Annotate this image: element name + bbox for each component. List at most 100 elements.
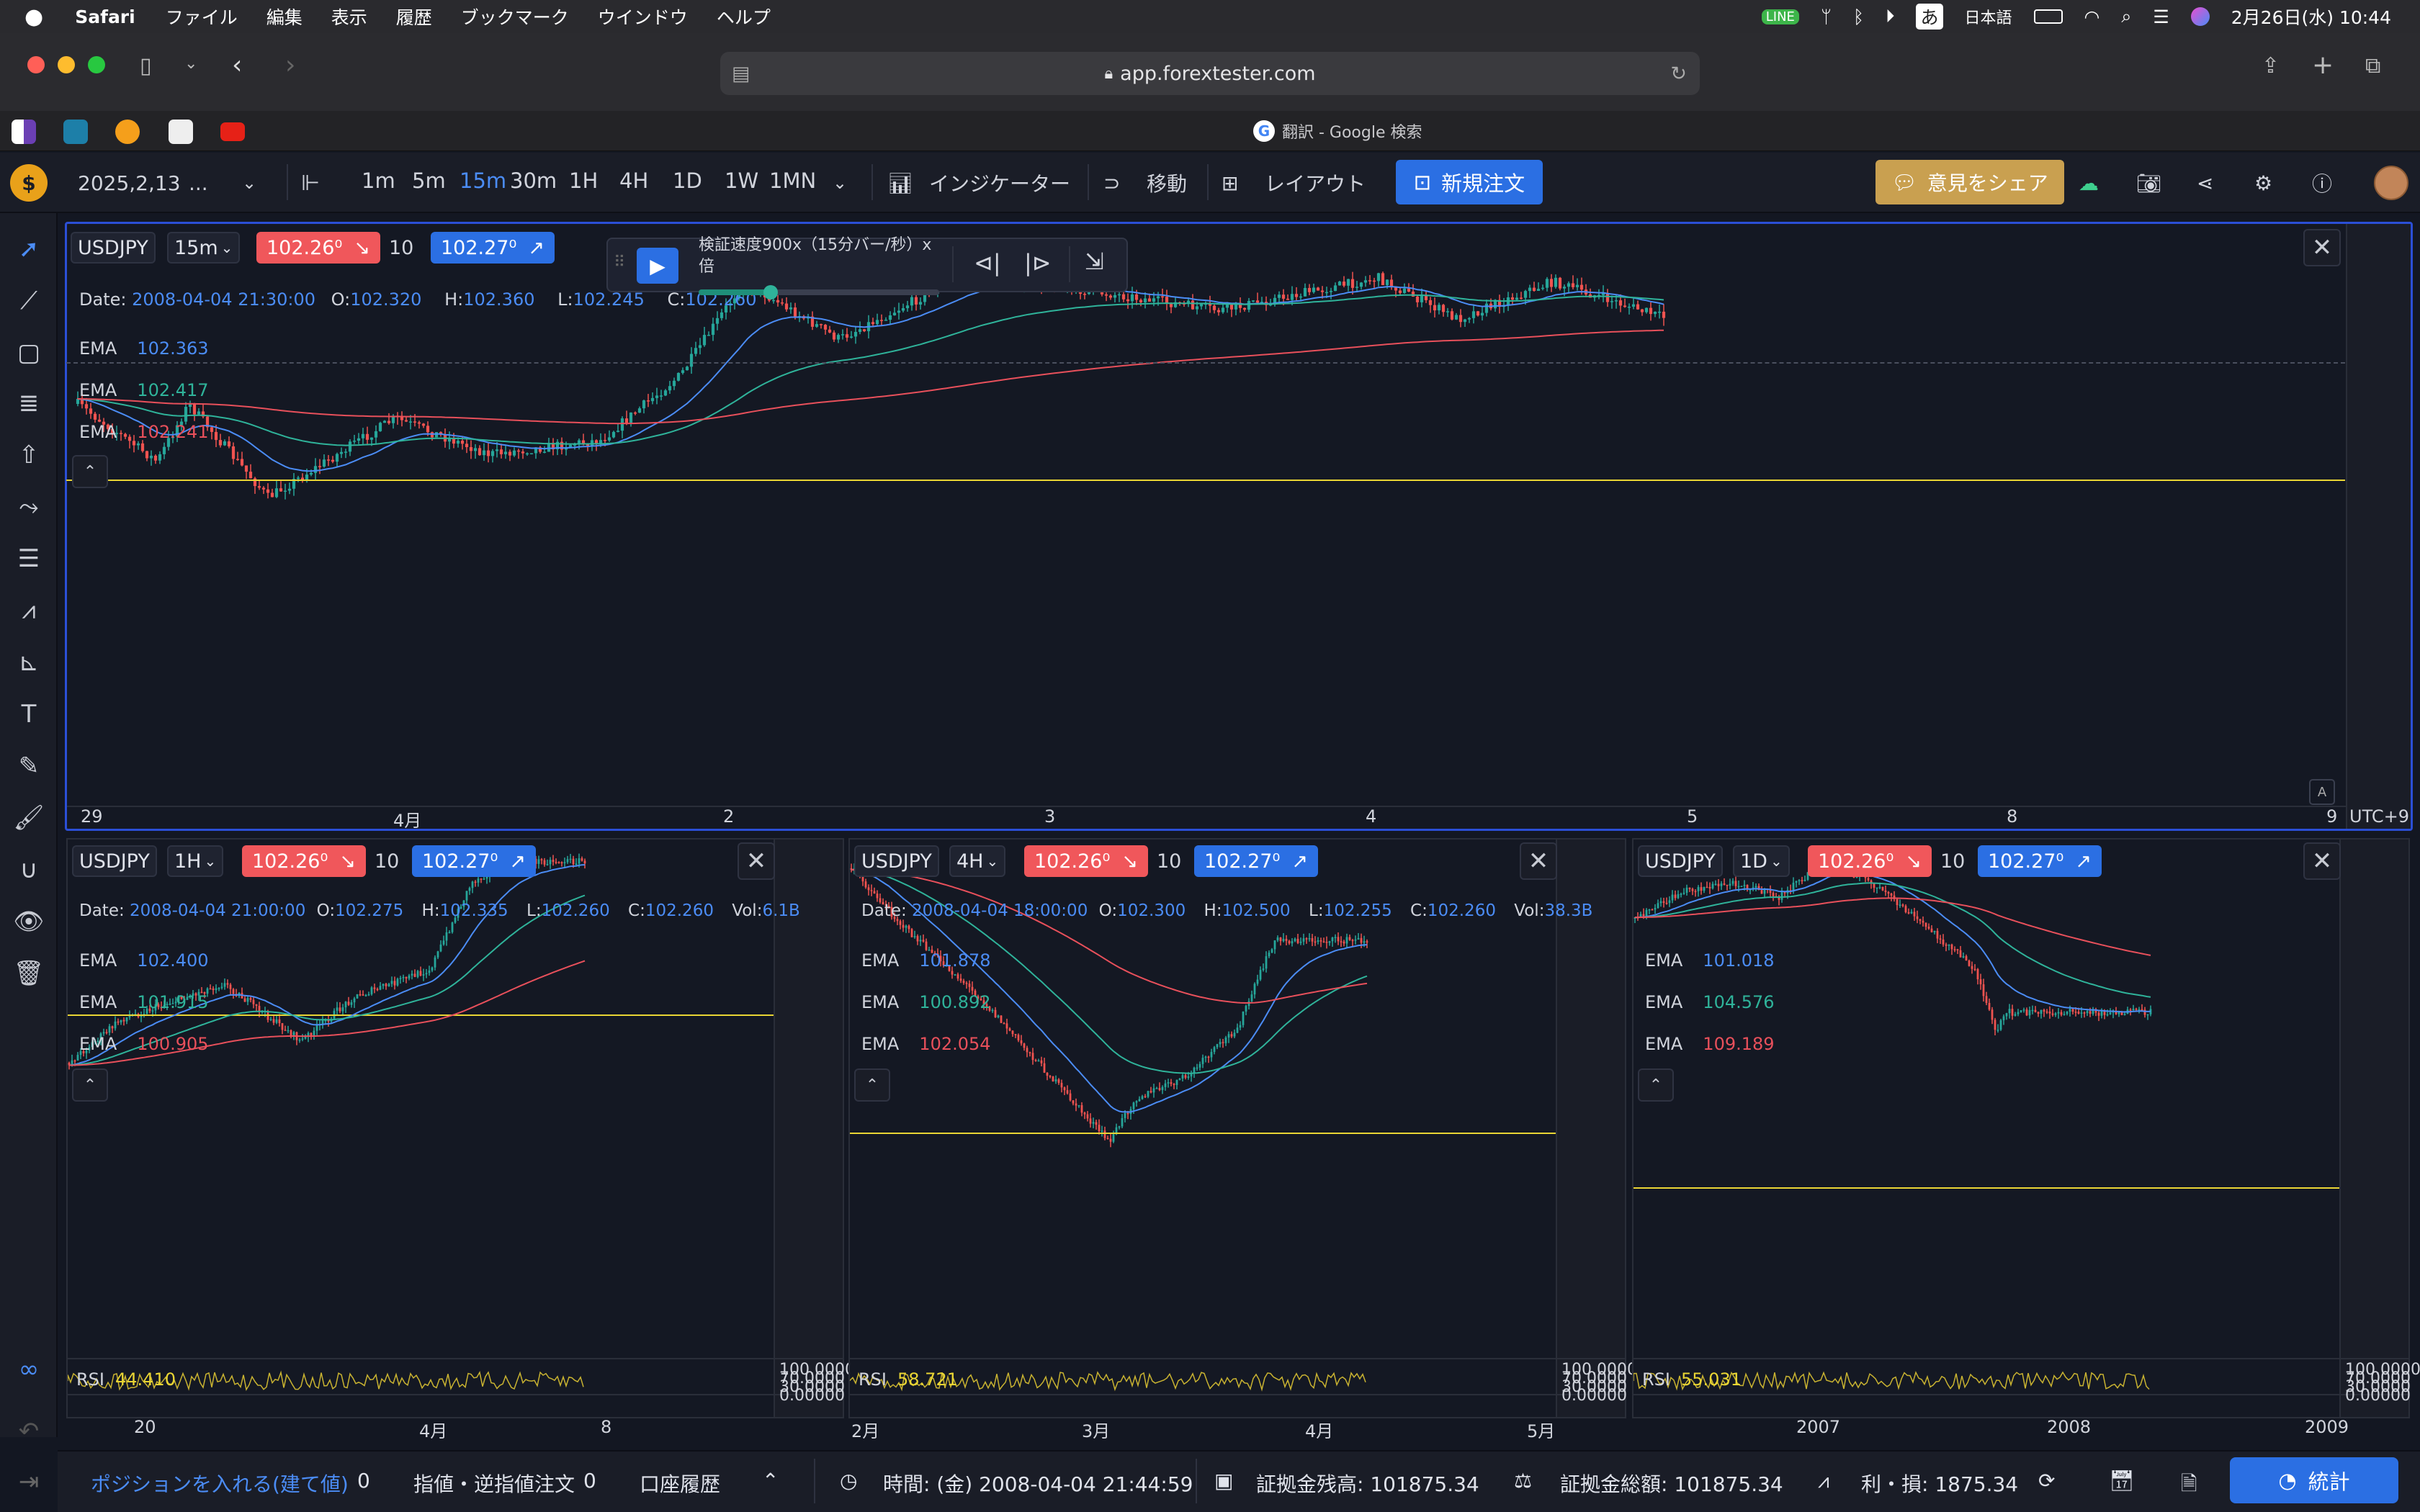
speed-slider[interactable] bbox=[699, 285, 939, 300]
link-icon[interactable]: ∞ bbox=[18, 1355, 40, 1384]
lot-quantity[interactable]: 10 bbox=[379, 232, 424, 264]
time-axis[interactable] bbox=[1634, 1394, 2408, 1417]
ema-legend-3[interactable]: EMA 102.054 bbox=[861, 1034, 991, 1054]
date-more[interactable]: ... bbox=[189, 171, 208, 195]
ema-legend-1[interactable]: EMA 101.878 bbox=[861, 950, 991, 971]
back-icon[interactable]: ‹ bbox=[232, 50, 243, 80]
new-tab-icon[interactable]: + bbox=[2312, 50, 2334, 80]
menu-app-name[interactable]: Safari bbox=[75, 6, 135, 27]
price-plot-4h[interactable] bbox=[850, 840, 1556, 1344]
forward-icon[interactable]: › bbox=[285, 50, 296, 80]
tab-favicon-4[interactable] bbox=[169, 120, 193, 144]
lot-quantity[interactable]: 10 bbox=[1147, 845, 1191, 877]
collapse-legend-button[interactable]: ⌃ bbox=[854, 1068, 890, 1102]
ema-legend-1[interactable]: EMA 102.363 bbox=[79, 338, 209, 359]
measure-icon[interactable]: ⊾ bbox=[18, 648, 40, 677]
positions-tab[interactable]: ポジションを入れる(建て値) bbox=[91, 1472, 349, 1496]
ema-legend-2[interactable]: EMA 101.915 bbox=[79, 992, 209, 1012]
buy-button[interactable]: 102.27⁰ ↗ bbox=[1194, 845, 1318, 877]
lot-quantity[interactable]: 10 bbox=[364, 845, 409, 877]
collapse-legend-button[interactable]: ⌃ bbox=[72, 1068, 108, 1102]
horizontal-level-line[interactable] bbox=[66, 480, 2345, 481]
chart-panel-1d[interactable] bbox=[1632, 838, 2410, 1418]
menu-file[interactable]: ファイル bbox=[165, 7, 238, 28]
price-axis[interactable] bbox=[774, 840, 843, 1417]
new-order-button[interactable]: ⊡ 新規注文 bbox=[1396, 160, 1543, 204]
help-icon[interactable]: ⓘ bbox=[2312, 172, 2333, 196]
notes-icon[interactable]: 🗎 bbox=[2181, 1472, 2197, 1495]
trendline-icon[interactable]: ⟋ bbox=[20, 287, 37, 315]
collapse-legend-button[interactable]: ⌃ bbox=[1638, 1068, 1674, 1102]
speed-slider-knob[interactable] bbox=[763, 285, 779, 300]
brush-multi-icon[interactable]: ✎ bbox=[18, 752, 40, 780]
rsi-plot-1h[interactable] bbox=[68, 1359, 774, 1403]
auto-scale-icon[interactable]: A bbox=[2309, 779, 2335, 805]
ema-legend-1[interactable]: EMA 102.400 bbox=[79, 950, 209, 971]
settings-icon[interactable]: ⚙ bbox=[2254, 171, 2273, 195]
ema-legend-2[interactable]: EMA 100.892 bbox=[861, 992, 991, 1012]
play-button[interactable]: ▶ bbox=[637, 248, 678, 284]
tab-favicon-2[interactable] bbox=[63, 120, 88, 144]
chevron-down-icon[interactable]: ⌄ bbox=[833, 173, 848, 193]
cursor-icon[interactable]: ➚ bbox=[18, 235, 40, 264]
chevron-up-icon[interactable]: ⌃ bbox=[762, 1469, 779, 1493]
chevron-down-icon[interactable]: ⌄ bbox=[242, 173, 257, 193]
youtube-icon[interactable] bbox=[220, 122, 245, 141]
tab-favicon-3[interactable] bbox=[115, 120, 140, 144]
wifi-icon[interactable]: ◠ bbox=[2084, 6, 2100, 27]
ema-legend-2[interactable]: EMA 104.576 bbox=[1645, 992, 1775, 1012]
ema-legend-1[interactable]: EMA 101.018 bbox=[1645, 950, 1775, 971]
tab-favicon-1[interactable] bbox=[12, 120, 36, 144]
reload-icon[interactable]: ↻ bbox=[1670, 62, 1687, 85]
timeframe-selector[interactable]: 4H ⌄ bbox=[949, 845, 1006, 877]
tf-1d[interactable]: 1D bbox=[673, 168, 702, 193]
lot-quantity[interactable]: 10 bbox=[1930, 845, 1975, 877]
tf-1mn[interactable]: 1MN bbox=[769, 168, 817, 193]
price-axis[interactable] bbox=[2339, 840, 2408, 1417]
magnet-icon[interactable]: ∪ bbox=[19, 855, 38, 884]
buy-button[interactable]: 102.27⁰ ↗ bbox=[431, 232, 555, 264]
ema-legend-3[interactable]: EMA 102.241 bbox=[79, 422, 209, 442]
cloud-icon[interactable]: ☁ bbox=[2079, 171, 2099, 195]
move-button[interactable]: 移動 bbox=[1147, 172, 1188, 196]
ema-legend-3[interactable]: EMA 100.905 bbox=[79, 1034, 209, 1054]
bluetooth-icon[interactable]: ᛒ bbox=[1852, 6, 1864, 27]
share-icon[interactable]: ⇪ bbox=[2262, 53, 2280, 78]
play-circle-icon[interactable]: ⏵ bbox=[1885, 6, 1895, 27]
active-tab-title[interactable]: G 翻訳 - Google 検索 bbox=[1253, 120, 1422, 143]
sidebar-toggle-icon[interactable]: ▯ bbox=[140, 53, 152, 78]
drag-handle-icon[interactable]: ⠿ bbox=[614, 253, 626, 271]
minimize-window-button[interactable] bbox=[58, 56, 75, 73]
page-menu-icon[interactable]: ▤ bbox=[732, 62, 750, 85]
tf-30m[interactable]: 30m bbox=[510, 168, 557, 193]
sell-button[interactable]: 102.26⁰ ↘ bbox=[242, 845, 366, 877]
chart-panel-1h[interactable] bbox=[66, 838, 844, 1418]
control-center-icon[interactable]: ☰ bbox=[2153, 6, 2169, 27]
symbol-selector[interactable]: USDJPY bbox=[1638, 845, 1723, 877]
apple-icon[interactable]: ● bbox=[24, 4, 44, 30]
price-axis[interactable] bbox=[1556, 840, 1625, 1417]
sell-button[interactable]: 102.26⁰ ↘ bbox=[1024, 845, 1148, 877]
language-label[interactable]: 日本語 bbox=[1964, 9, 2012, 27]
camera-icon[interactable]: 📷︎ bbox=[2136, 171, 2162, 195]
layout-icon[interactable]: ⊞ bbox=[1222, 171, 1239, 195]
pattern-icon[interactable]: ⤳ bbox=[19, 492, 39, 521]
sell-button[interactable]: 102.26⁰ ↘ bbox=[256, 232, 380, 264]
account-history-tab[interactable]: 口座履歴 bbox=[640, 1472, 721, 1496]
menu-edit[interactable]: 編集 bbox=[266, 7, 302, 28]
rectangle-icon[interactable]: ▢ bbox=[17, 338, 41, 367]
ime-indicator[interactable]: あ bbox=[1916, 4, 1943, 30]
menu-help[interactable]: ヘルプ bbox=[716, 7, 771, 28]
fib-icon[interactable]: ≣ bbox=[18, 389, 40, 418]
symbol-selector[interactable]: USDJPY bbox=[854, 845, 939, 877]
layout-button[interactable]: レイアウト bbox=[1265, 172, 1366, 196]
arrow-up-icon[interactable]: ⇧ bbox=[18, 441, 40, 469]
tf-15m[interactable]: 15m bbox=[460, 168, 507, 193]
menu-view[interactable]: 表示 bbox=[331, 7, 367, 28]
url-text[interactable]: app.forextester.com bbox=[1120, 62, 1316, 85]
brush-icon[interactable]: 🖌︎ bbox=[13, 804, 45, 832]
fork-knife-icon[interactable]: ᛘ bbox=[1820, 6, 1832, 27]
text-icon[interactable]: T bbox=[21, 700, 37, 729]
tf-1w[interactable]: 1W bbox=[725, 168, 759, 193]
time-axis[interactable] bbox=[850, 1394, 1625, 1417]
